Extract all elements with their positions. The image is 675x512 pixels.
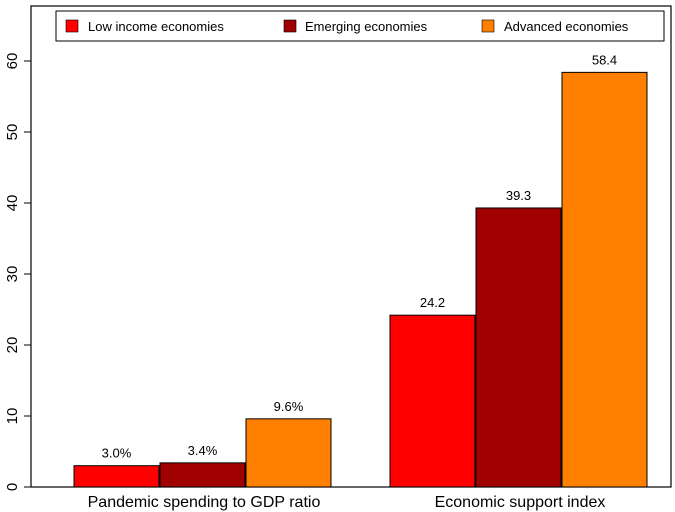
category-label-economic-support: Economic support index — [435, 494, 606, 511]
data-label-low-income-1: 24.2 — [420, 295, 445, 310]
legend-label-advanced: Advanced economies — [504, 19, 629, 34]
legend-swatch-emerging — [283, 19, 297, 33]
data-label-emerging-0: 3.4% — [188, 443, 218, 458]
bar-emerging-0 — [159, 462, 246, 488]
data-labels: 3.0% 3.4% 9.6% 24.2 39.3 58.4 — [102, 52, 617, 460]
bars — [73, 71, 648, 488]
y-tick-label: 40 — [4, 195, 21, 212]
y-tick-label: 0 — [4, 483, 21, 491]
y-tick-label: 10 — [4, 408, 21, 425]
bar-advanced-1 — [561, 71, 648, 488]
data-label-advanced-1: 58.4 — [592, 52, 617, 67]
y-tick-label: 20 — [4, 337, 21, 354]
y-tick-label: 30 — [4, 266, 21, 283]
x-axis: Pandemic spending to GDP ratio Economic … — [88, 494, 606, 511]
legend-label-low-income: Low income economies — [88, 19, 224, 34]
legend-label-emerging: Emerging economies — [305, 19, 428, 34]
y-tick-label: 60 — [4, 53, 21, 70]
legend-swatch-advanced — [481, 19, 495, 33]
y-axis: 0 10 20 30 40 50 60 — [4, 53, 31, 491]
bar-emerging-1 — [475, 207, 562, 488]
data-label-emerging-1: 39.3 — [506, 188, 531, 203]
data-label-low-income-0: 3.0% — [102, 446, 132, 461]
plot-frame — [30, 5, 672, 488]
legend: Low income economies Emerging economies … — [55, 10, 665, 42]
bar-low-income-0 — [73, 465, 160, 488]
category-label-pandemic-spending: Pandemic spending to GDP ratio — [88, 494, 321, 511]
legend-swatch-low-income — [65, 19, 79, 33]
data-label-advanced-0: 9.6% — [274, 399, 304, 414]
bar-low-income-1 — [389, 314, 476, 488]
legend-box — [55, 10, 665, 42]
y-tick-label: 50 — [4, 124, 21, 141]
bar-advanced-0 — [245, 418, 332, 488]
